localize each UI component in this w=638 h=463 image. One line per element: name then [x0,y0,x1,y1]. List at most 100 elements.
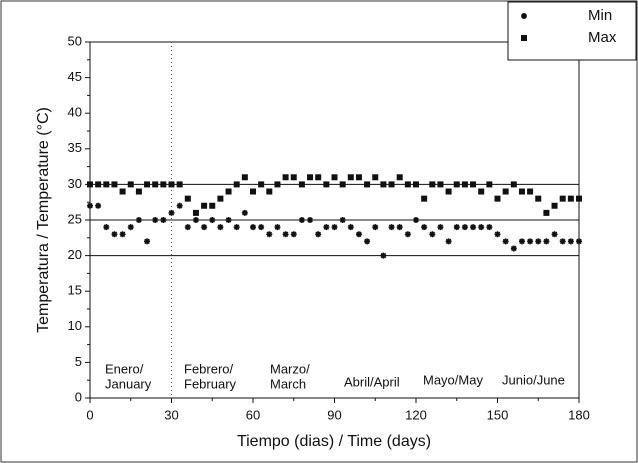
point [355,231,362,238]
point [567,238,574,245]
point [461,224,468,231]
point [445,238,452,245]
point [527,238,534,245]
month-label: March [270,376,306,391]
point [250,188,256,195]
point [298,217,305,223]
point [127,181,134,188]
point [111,181,118,188]
point [250,224,256,231]
point [372,174,379,181]
point [95,181,102,188]
point [567,195,574,202]
legend-label: Max [588,29,617,46]
legend-marker [521,35,527,41]
point [470,181,477,188]
point [290,174,297,181]
point [445,188,452,195]
point [201,224,208,231]
point [478,224,485,231]
month-label: Abril/April [344,374,400,389]
point [331,174,338,181]
point [576,195,582,202]
x-tick-label: 90 [327,407,341,422]
point [510,181,517,188]
point [551,202,558,209]
point [315,231,322,238]
point [87,202,93,209]
point [413,181,419,188]
point [535,195,542,202]
month-label: Enero/ [105,361,144,376]
point [315,174,322,181]
point [184,224,191,231]
month-label: Mayo/May [423,372,483,387]
point [437,224,444,231]
point [502,238,509,245]
point [421,224,428,231]
month-label: February [184,376,237,391]
point [103,224,110,231]
point [486,181,493,188]
point [470,224,477,231]
point [225,188,232,195]
point [127,224,134,231]
point [518,238,525,245]
x-tick-label: 60 [246,407,260,422]
point [168,209,175,216]
point [152,217,159,223]
point [543,209,550,216]
point [274,224,281,231]
point [209,217,216,223]
point [282,174,289,181]
point [95,202,102,209]
y-tick-label: 10 [68,318,82,333]
y-tick-label: 15 [68,283,82,298]
point [518,188,525,195]
point [347,174,354,181]
point [233,181,240,188]
point [372,224,379,231]
point [535,238,542,245]
point [510,245,517,252]
x-tick-label: 180 [568,407,590,422]
point [192,217,199,223]
point [323,224,330,231]
point [339,217,346,223]
point [478,188,485,195]
y-tick-label: 35 [68,140,82,155]
point [364,181,371,188]
point [135,188,142,195]
point [527,188,534,195]
point [494,231,501,238]
point [217,195,224,202]
x-tick-label: 120 [405,407,427,422]
point [413,217,419,223]
point [274,181,281,188]
point [119,231,126,238]
point [347,224,354,231]
y-tick-label: 50 [68,33,82,48]
point [192,209,199,216]
point [176,181,183,188]
point [266,231,273,238]
point [176,202,183,209]
point [494,195,501,202]
y-tick-label: 5 [75,354,82,369]
point [111,231,118,238]
point [576,238,582,245]
point [486,224,493,231]
point [217,224,224,231]
point [282,231,289,238]
point [551,231,558,238]
point [396,224,403,231]
y-tick-label: 40 [68,105,82,120]
point [135,217,142,223]
point [429,181,436,188]
point [258,224,265,231]
point [559,195,566,202]
y-tick-label: 0 [75,389,82,404]
point [87,181,93,188]
point [266,188,273,195]
point [160,217,167,223]
